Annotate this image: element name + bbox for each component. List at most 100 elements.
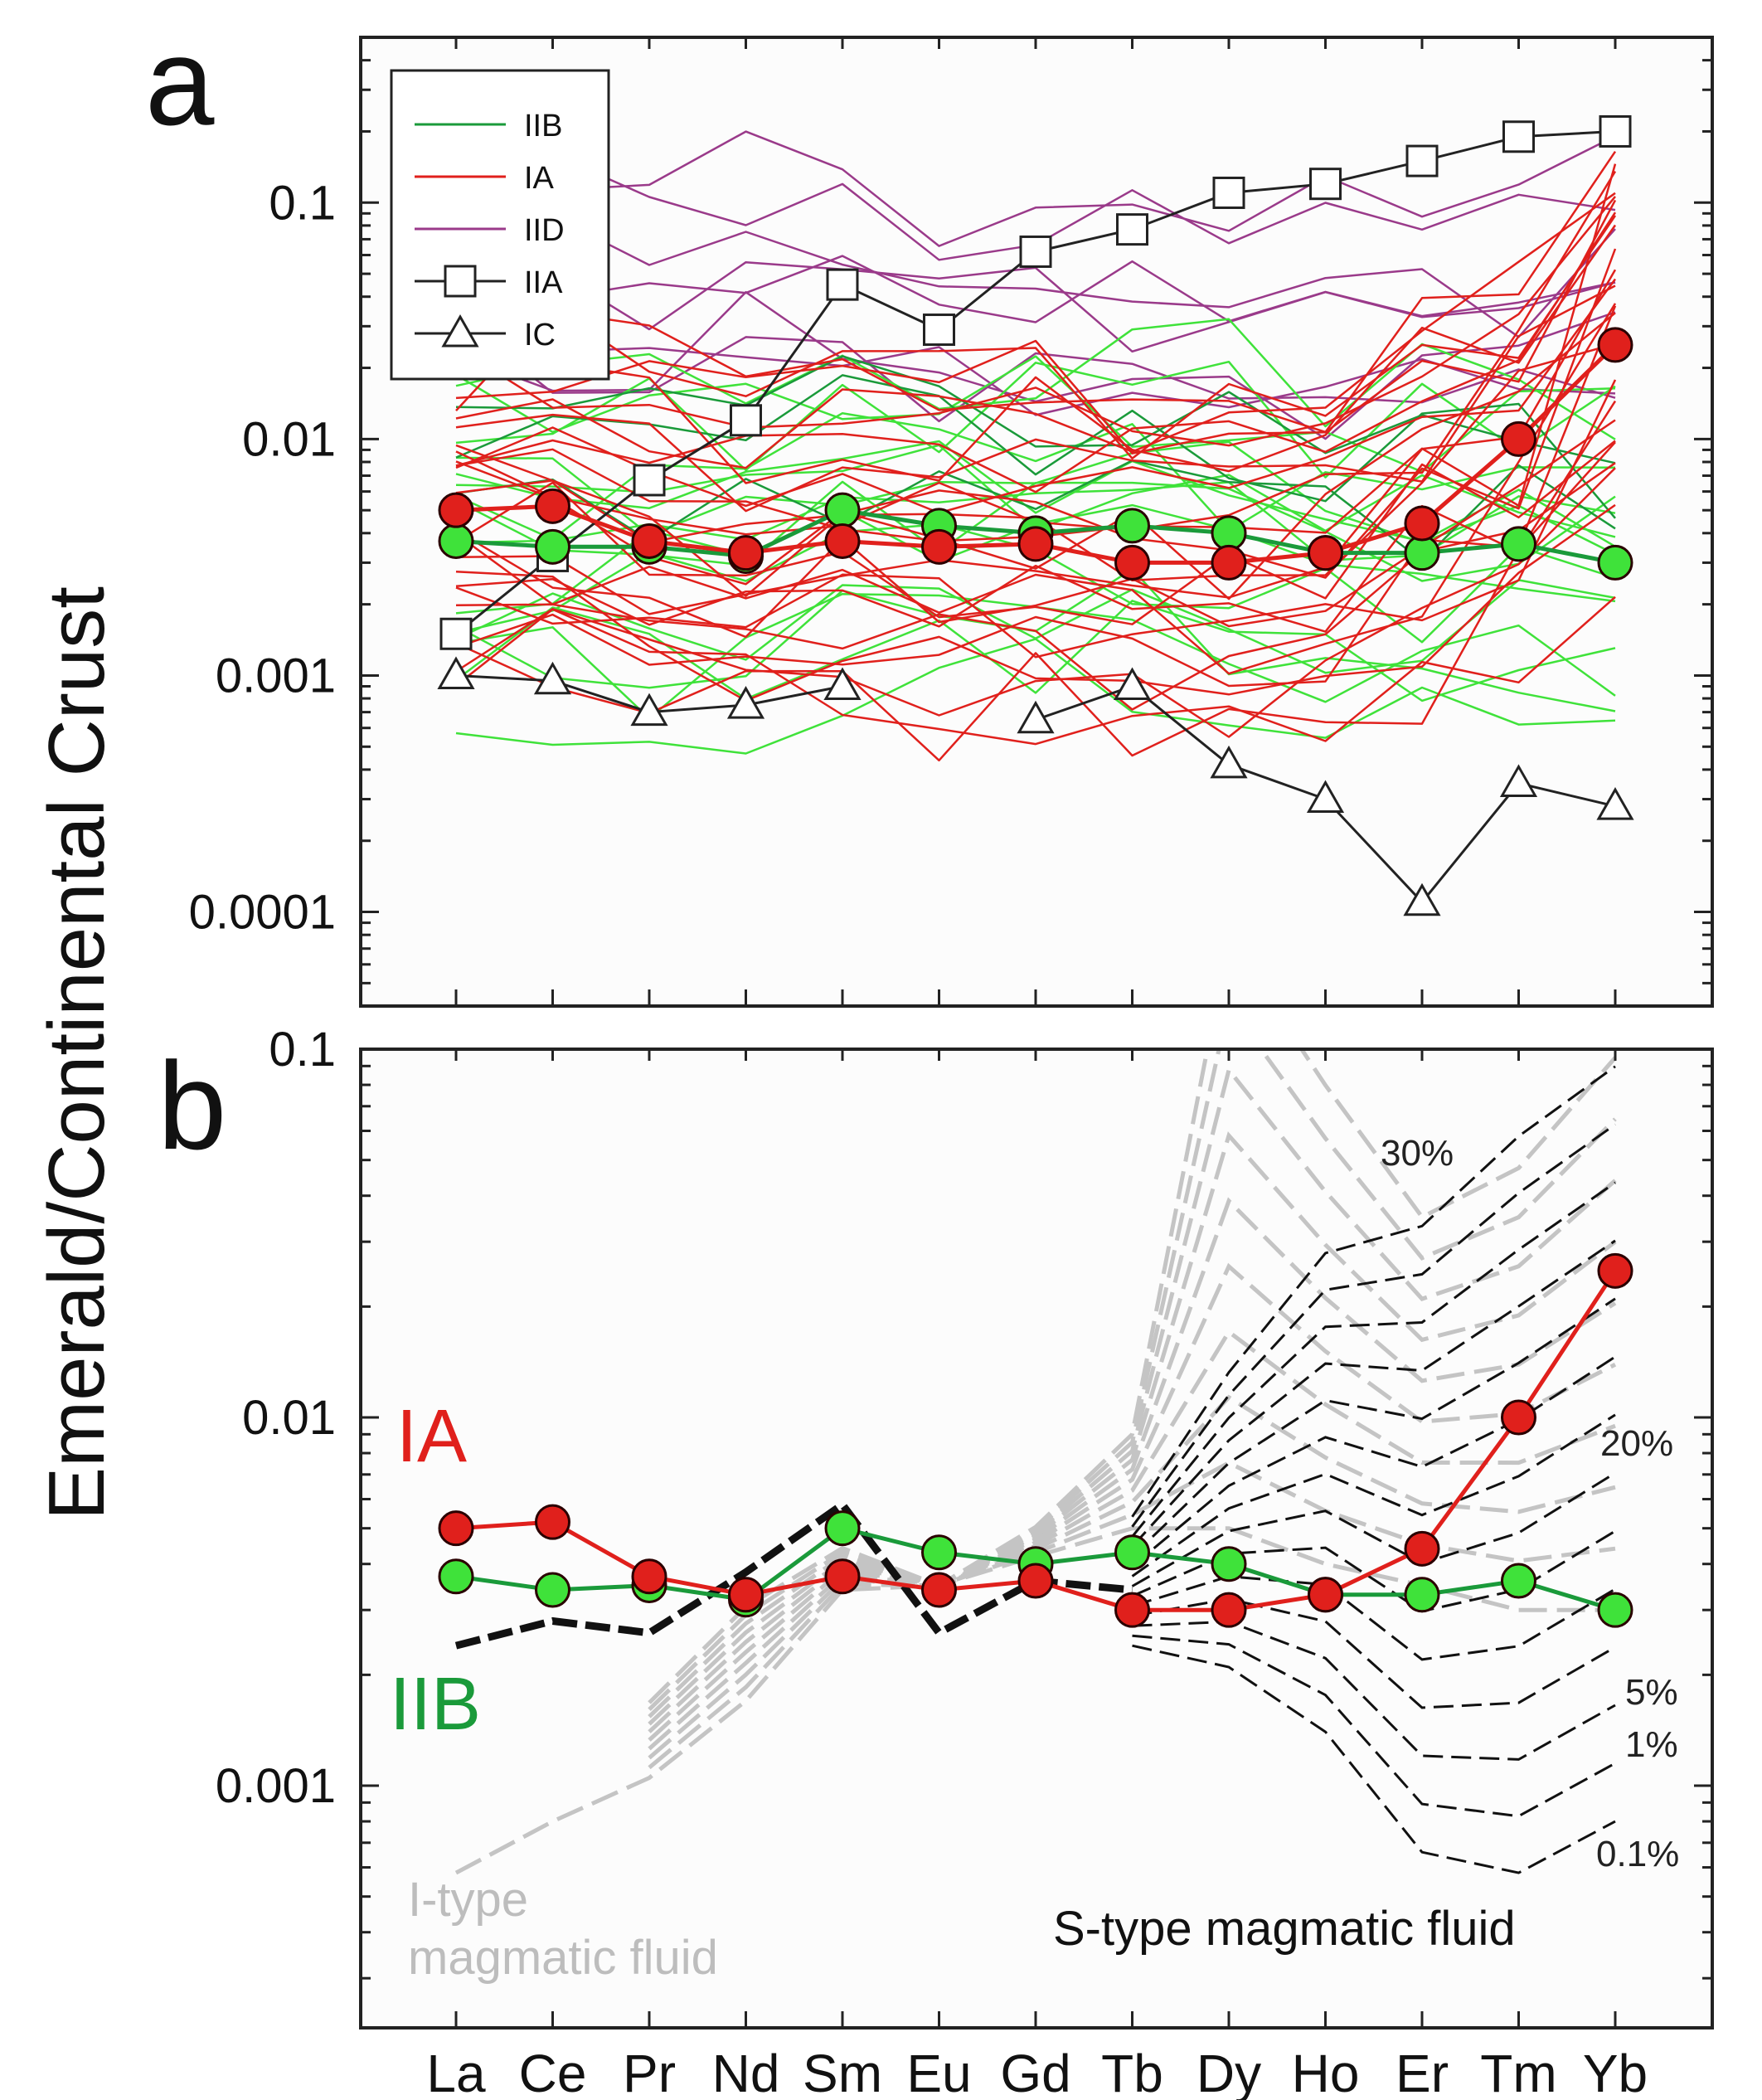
panel-b: 0.1 0.01 0.001 IA IIB 30% 20% 5% 1% 0.1% I-typemag… [216, 1023, 1712, 2100]
s-type-base-curve [454, 1499, 1133, 1650]
ia-sample-line [455, 215, 1617, 459]
ic-point [1113, 667, 1152, 701]
s-type-model-curve [1131, 1413, 1616, 1577]
s-type-model-curve [1132, 1634, 1616, 1818]
iia-point [730, 404, 762, 437]
legend: IIB IA IID IIA IC [390, 69, 610, 381]
x-category-label-tm: Tm [1480, 2044, 1556, 2100]
iib-average-point-a [1211, 515, 1247, 552]
iia-point [1502, 120, 1535, 153]
iib-average-point-b [1404, 1577, 1440, 1613]
iia-point [633, 464, 666, 497]
iia-point [1599, 114, 1632, 148]
ia-average-point-a [535, 488, 570, 524]
ia-sample-line [455, 211, 1617, 493]
ia-average-point-a [438, 492, 474, 528]
legend-label-iib: IIB [524, 109, 562, 143]
x-category-label-yb: Yb [1583, 2044, 1648, 2100]
iib-average-point-a [1501, 526, 1536, 562]
iib-average-point-b [921, 1534, 957, 1571]
legend-label-ic: IC [524, 318, 556, 352]
s-type-model-curve [1131, 1355, 1616, 1568]
ia-average-point-a [1308, 535, 1343, 571]
s-type-model-curve [1131, 1181, 1616, 1538]
panel-a-ytick-label: 0.01 [242, 412, 336, 466]
legend-label-iia: IIA [524, 265, 563, 300]
x-category-label-gd: Gd [1000, 2044, 1070, 2100]
iia-point [1309, 168, 1342, 201]
s-type-model-curve [1132, 1644, 1616, 1874]
i-type-model-curve [648, 1329, 1616, 1751]
s-type-model-curve [1131, 1297, 1616, 1558]
panel-a: 0.1 0.01 0.001 0.0001 IIB IA IID IIA IC [189, 36, 1712, 1008]
ia-average-point-b [438, 1510, 474, 1547]
iib-average-point-b [1501, 1563, 1536, 1599]
i-type-model-curve [648, 1460, 1616, 1770]
iib-average-point-a [438, 523, 474, 559]
i-type-model-curve [648, 1262, 1617, 1742]
ia-average-point-b [728, 1577, 764, 1613]
ia-sample-line [455, 440, 1616, 625]
iia-point [826, 268, 859, 301]
x-category-label-pr: Pr [623, 2044, 676, 2100]
ia-average-point-a [824, 523, 861, 559]
ia-average-point-b [921, 1572, 957, 1608]
ia-sample-line [455, 303, 1617, 675]
ia-sample-line [455, 150, 1617, 434]
annotation-pct-30: 30% [1381, 1133, 1454, 1174]
iia-point [923, 314, 955, 347]
iib-average-point-a [535, 528, 570, 565]
iib-average-point-b [824, 1510, 861, 1547]
ic-point [1017, 700, 1055, 734]
iib-average-point-a [1114, 508, 1150, 544]
iia-point [1212, 176, 1245, 209]
ia-sample-line [455, 199, 1617, 455]
i-type-model-curve [648, 1131, 1617, 1726]
ia-average-point-b [1308, 1577, 1343, 1613]
x-category-label-er: Er [1396, 2044, 1449, 2100]
legend-label-iid: IID [524, 213, 565, 248]
ia-sample-line [455, 595, 1616, 746]
ia-average-point-a [1404, 505, 1440, 542]
panel-a-ytick-label: 0.001 [216, 649, 336, 702]
panel-b-ytick-label: 0.001 [216, 1759, 336, 1813]
ia-average-point-b [1404, 1530, 1440, 1567]
ia-sample-line [455, 196, 1616, 447]
ia-average-point-b [535, 1504, 570, 1540]
legend-marker-ic [441, 314, 479, 348]
s-type-model-curve [1132, 1597, 1616, 1709]
panel-a-ytick-label: 0.1 [269, 176, 336, 230]
ia-average-point-b [1597, 1252, 1633, 1289]
ic-point [630, 693, 668, 727]
iid-sample-line [455, 255, 1616, 323]
iia-point [1405, 144, 1439, 177]
ic-point [1306, 780, 1345, 814]
ia-series-label: IA [396, 1395, 467, 1478]
ia-average-point-b [824, 1558, 861, 1595]
s-type-model-curve [1132, 1575, 1616, 1661]
panel-a-letter: a [145, 12, 215, 151]
iib-series-label: IIB [390, 1663, 481, 1746]
x-category-label-la: La [426, 2044, 486, 2100]
ic-point [437, 656, 475, 689]
i-type-label-line2: magmatic fluid [408, 1931, 718, 1985]
iib-average-point-b [438, 1558, 474, 1595]
ia-average-point-b [1017, 1563, 1054, 1599]
iia-point [439, 617, 473, 650]
iia-point [1116, 213, 1148, 246]
annotation-pct-01: 0.1% [1596, 1834, 1679, 1874]
ic-point [726, 686, 765, 719]
ia-average-point-a [1114, 544, 1150, 581]
iib-average-point-a [824, 492, 861, 528]
y-axis-label: Emerald/Continental Crust [32, 586, 121, 1520]
x-category-label-ho: Ho [1292, 2044, 1360, 2100]
iib-average-point-b [1211, 1546, 1247, 1582]
s-type-model-curve [1131, 1471, 1616, 1587]
s-type-model-curve [1131, 1065, 1616, 1518]
legend-box [390, 69, 610, 381]
ia-average-point-b [1501, 1399, 1536, 1436]
ia-sample-line [455, 224, 1617, 484]
ia-sample-line [455, 284, 1616, 513]
annotation-pct-20: 20% [1600, 1423, 1673, 1464]
